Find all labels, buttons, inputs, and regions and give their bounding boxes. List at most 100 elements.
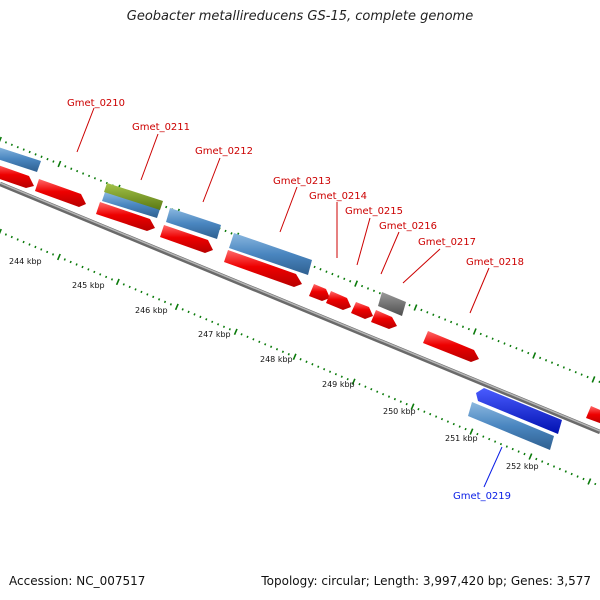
outer-ring-major-tick xyxy=(472,328,477,335)
gene-0211[interactable] xyxy=(104,183,163,210)
outer-ring-minor-tick xyxy=(467,327,470,331)
inner-ring-minor-tick xyxy=(99,273,102,276)
inner-ring-minor-tick xyxy=(158,298,161,301)
outer-ring-minor-tick xyxy=(580,373,583,376)
outer-ring-minor-tick xyxy=(82,172,85,175)
outer-ring-minor-tick xyxy=(10,143,13,146)
inner-ring-minor-tick xyxy=(358,382,361,386)
cds-forward-0215[interactable] xyxy=(326,291,351,310)
outer-ring-minor-tick xyxy=(360,284,364,288)
inner-ring-minor-tick xyxy=(258,340,261,344)
cds-forward-0217[interactable] xyxy=(371,310,397,329)
cds-forward-0214[interactable] xyxy=(309,284,330,301)
inner-ring-minor-tick xyxy=(305,360,308,363)
outer-ring-minor-tick xyxy=(313,265,316,269)
inner-ring-minor-tick xyxy=(169,303,172,306)
outer-ring-minor-tick xyxy=(491,337,494,340)
inner-ring-minor-tick xyxy=(334,372,337,376)
outer-ring-minor-tick xyxy=(408,304,411,307)
outer-ring-major-tick xyxy=(532,352,537,359)
inner-ring-minor-tick xyxy=(535,457,538,461)
inner-ring-minor-tick xyxy=(423,410,426,413)
tick-label-252: 252 kbp xyxy=(506,462,539,471)
inner-ring-minor-tick xyxy=(323,368,326,371)
inner-ring-minor-tick xyxy=(128,285,131,289)
outer-ring-minor-tick xyxy=(28,150,31,154)
cds-forward-1[interactable] xyxy=(0,164,34,188)
feature-gray-0216[interactable] xyxy=(378,292,406,316)
inner-ring-minor-tick xyxy=(541,460,544,463)
inner-ring-minor-tick xyxy=(211,320,214,324)
tick-label-246: 246 kbp xyxy=(135,306,168,315)
features-forward-strand xyxy=(0,164,600,425)
gene-label-0217[interactable]: Gmet_0217 xyxy=(418,237,476,248)
cds-forward-0210[interactable] xyxy=(35,179,86,207)
cds-forward-0212[interactable] xyxy=(160,225,213,253)
inner-ring-minor-tick xyxy=(488,437,491,441)
inner-ring-minor-tick xyxy=(370,387,373,391)
gene-label-0215[interactable]: Gmet_0215 xyxy=(345,206,403,217)
cds-highlight[interactable] xyxy=(476,388,562,434)
inner-ring-minor-tick xyxy=(187,310,190,314)
cds-forward-0218[interactable] xyxy=(423,331,479,362)
outer-ring-minor-tick xyxy=(372,289,375,292)
inner-ring-major-tick xyxy=(528,453,533,460)
leader-0219 xyxy=(483,446,503,488)
outer-ring-minor-tick xyxy=(70,167,73,170)
gene-label-0213[interactable]: Gmet_0213 xyxy=(273,176,331,187)
inner-ring-minor-tick xyxy=(181,308,184,311)
gene-label-0214[interactable]: Gmet_0214 xyxy=(309,191,367,202)
outer-ring-minor-tick xyxy=(420,308,423,312)
cds-reverse-0211[interactable] xyxy=(102,192,160,218)
inner-ring-minor-tick xyxy=(10,235,13,239)
cds-reverse-0213[interactable] xyxy=(229,233,312,275)
inner-ring-major-tick xyxy=(587,478,592,485)
inner-ring-minor-tick xyxy=(122,283,125,286)
inner-ring-minor-tick xyxy=(193,313,196,316)
kbp-tick-labels: 244 kbp 245 kbp 246 kbp 247 kbp 248 kbp … xyxy=(9,257,539,471)
inner-ring-minor-tick xyxy=(240,333,243,336)
cds-reverse-0210[interactable] xyxy=(0,146,41,172)
inner-ring-minor-tick xyxy=(387,395,391,398)
inner-ring-minor-tick xyxy=(399,400,402,403)
inner-ring-minor-tick xyxy=(576,475,579,478)
inner-ring-minor-tick xyxy=(511,447,514,451)
cds-forward-0213[interactable] xyxy=(224,250,302,287)
inner-ring-minor-tick xyxy=(46,250,49,254)
outer-ring-minor-tick xyxy=(461,325,465,328)
outer-ring-minor-tick xyxy=(105,181,108,185)
cds-reverse-0219[interactable] xyxy=(468,402,554,450)
gene-label-0212[interactable]: Gmet_0212 xyxy=(195,146,253,157)
outer-ring-minor-tick xyxy=(88,174,91,178)
cds-forward-0211[interactable] xyxy=(96,202,155,231)
gene-label-0218[interactable]: Gmet_0218 xyxy=(466,257,524,268)
outer-ring-minor-tick xyxy=(34,153,37,156)
gene-label-0219[interactable]: Gmet_0219 xyxy=(453,491,511,502)
cds-forward-edge[interactable] xyxy=(586,406,600,425)
inner-ring-major-tick xyxy=(351,378,356,385)
inner-ring-minor-tick xyxy=(275,348,279,351)
gene-label-0216[interactable]: Gmet_0216 xyxy=(379,221,437,232)
inner-ring-minor-tick xyxy=(228,328,231,331)
inner-ring-minor-tick xyxy=(417,407,420,411)
cds-forward-0216[interactable] xyxy=(351,302,373,319)
features-reverse-strand xyxy=(0,146,562,450)
inner-ring-minor-tick xyxy=(429,412,432,416)
outer-ring-minor-tick xyxy=(450,320,453,324)
outer-ring-minor-tick xyxy=(444,318,447,321)
gene-label-0210[interactable]: Gmet_0210 xyxy=(67,98,125,109)
inner-ring-minor-tick xyxy=(87,268,90,271)
inner-ring-minor-tick xyxy=(281,350,284,353)
inner-ring-minor-tick xyxy=(81,265,84,269)
inner-ring-minor-tick xyxy=(547,462,550,466)
inner-ring-minor-tick xyxy=(552,465,556,468)
outer-ring-minor-tick xyxy=(527,351,530,355)
inner-ring-minor-tick xyxy=(105,275,108,279)
inner-ring-minor-tick xyxy=(152,295,155,299)
gene-label-0211[interactable]: Gmet_0211 xyxy=(132,122,190,133)
cds-reverse-0212[interactable] xyxy=(166,208,221,239)
outer-ring-minor-tick xyxy=(562,366,565,369)
inner-ring-minor-tick xyxy=(452,422,455,426)
tick-label-249: 249 kbp xyxy=(322,380,355,389)
